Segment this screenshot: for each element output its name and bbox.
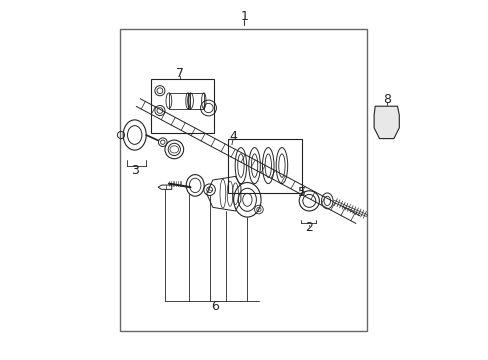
Text: 8: 8 (382, 93, 390, 105)
Text: 1: 1 (240, 10, 248, 23)
Text: 4: 4 (228, 130, 236, 143)
Text: 5: 5 (298, 186, 305, 199)
Bar (151, 79, 213, 133)
Bar (168, 93, 190, 109)
Text: 2: 2 (304, 221, 312, 234)
Text: 6: 6 (211, 300, 219, 313)
Bar (228, 139, 302, 193)
Text: 7: 7 (175, 67, 183, 80)
Bar (120, 29, 366, 331)
Bar (187, 93, 203, 109)
Text: 3: 3 (130, 164, 139, 177)
Polygon shape (373, 106, 399, 139)
